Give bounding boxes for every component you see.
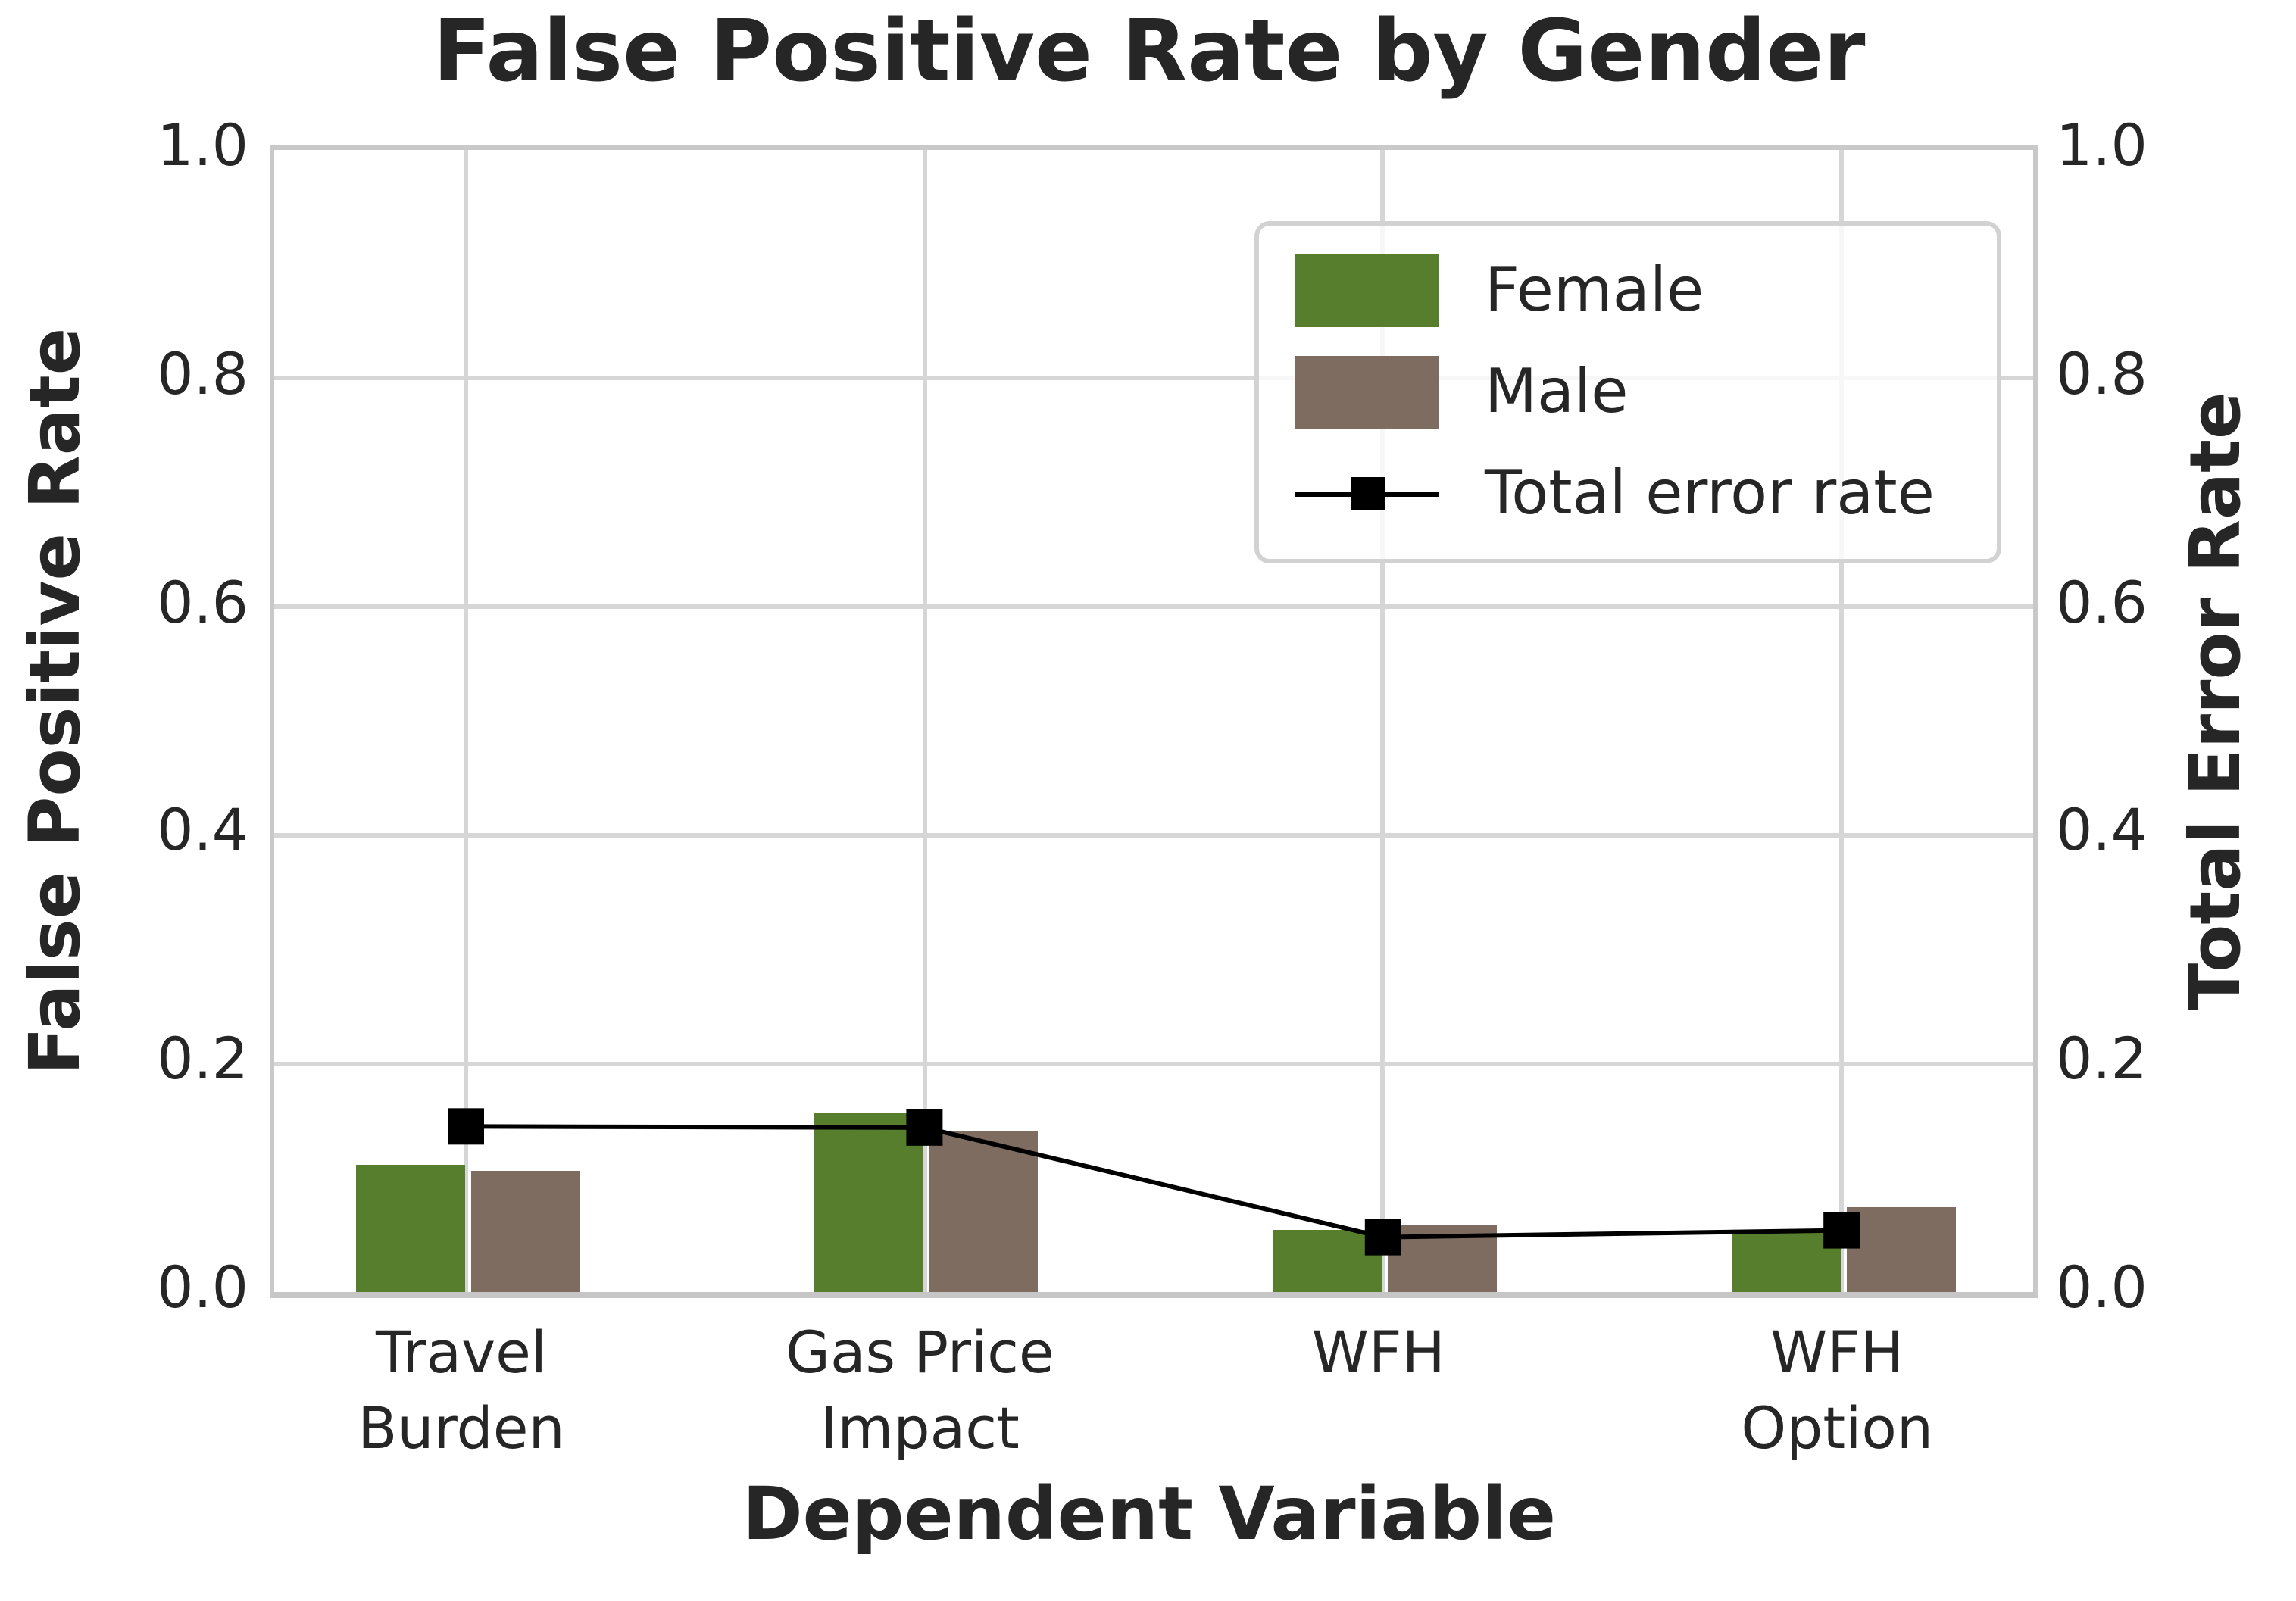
h-gridline: [274, 376, 2033, 381]
male-color-swatch: [1295, 355, 1439, 429]
legend: Female Male Total error rate: [1254, 221, 2001, 563]
x-axis-label: Dependent Variable: [742, 1472, 1557, 1557]
female-color-swatch: [1295, 254, 1439, 328]
bar-male-3: [1387, 1225, 1497, 1292]
y-tick-left-0.8: 0.8: [157, 340, 248, 407]
legend-item-female: Female: [1295, 254, 1997, 328]
x-tick-3: WFH: [1311, 1319, 1445, 1386]
bar-female-1: [355, 1165, 464, 1292]
h-gridline: [274, 832, 2033, 838]
legend-label-female: Female: [1485, 256, 1704, 326]
h-gridline: [274, 1061, 2033, 1066]
v-gridline: [922, 150, 927, 1292]
v-gridline: [1839, 150, 1845, 1292]
y-tick-left-0.6: 0.6: [157, 569, 248, 636]
y-tick-left-0.4: 0.4: [157, 797, 248, 864]
bar-female-2: [814, 1113, 923, 1292]
y-tick-left-1.0: 1.0: [157, 112, 248, 179]
y-axis-label-right: Total Error Rate: [2174, 392, 2256, 1011]
bar-female-4: [1731, 1232, 1841, 1292]
y-axis-label-left: False Positive Rate: [14, 327, 95, 1075]
legend-item-male: Male: [1295, 355, 1997, 429]
y-tick-right-0.4: 0.4: [2056, 797, 2148, 864]
y-tick-right-0.6: 0.6: [2056, 569, 2148, 636]
y-tick-left-0.0: 0.0: [157, 1254, 248, 1321]
v-gridline: [464, 150, 468, 1292]
x-tick-4: WFH Option: [1741, 1319, 1933, 1462]
legend-item-total-error: Total error rate: [1295, 457, 1997, 529]
chart-title: False Positive Rate by Gender: [433, 3, 1866, 101]
total-error-line-marker-icon: [1295, 457, 1439, 529]
y-tick-left-0.2: 0.2: [157, 1025, 248, 1093]
y-tick-right-1.0: 1.0: [2056, 112, 2148, 179]
legend-label-total-error: Total error rate: [1485, 458, 1935, 529]
bar-female-3: [1272, 1229, 1382, 1292]
legend-square-marker-icon: [1351, 476, 1385, 510]
legend-label-male: Male: [1485, 357, 1629, 427]
h-gridline: [274, 604, 2033, 610]
y-tick-right-0.8: 0.8: [2056, 340, 2148, 407]
bar-male-4: [1846, 1207, 1956, 1292]
x-tick-2: Gas Price Impact: [786, 1319, 1054, 1462]
v-gridline: [1380, 150, 1385, 1292]
y-tick-right-0.2: 0.2: [2056, 1025, 2148, 1093]
y-tick-right-0.0: 0.0: [2056, 1254, 2148, 1321]
x-tick-1: Travel Burden: [358, 1319, 565, 1462]
bar-male-1: [470, 1171, 579, 1292]
bar-male-2: [929, 1131, 1039, 1292]
